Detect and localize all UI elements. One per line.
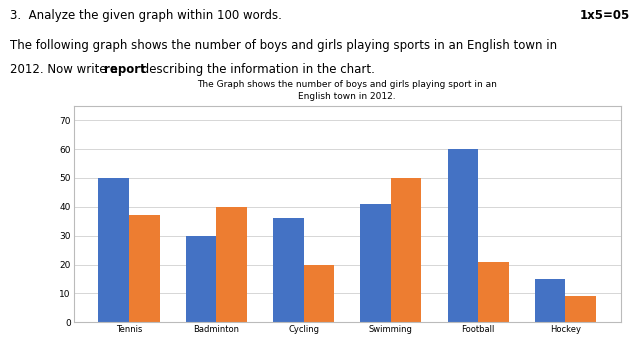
- Bar: [129, 216, 159, 322]
- Bar: [447, 149, 478, 322]
- Bar: [535, 279, 565, 322]
- Bar: [99, 178, 129, 322]
- Bar: [303, 265, 334, 322]
- Title: The Graph shows the number of boys and girls playing sport in an
English town in: The Graph shows the number of boys and g…: [197, 80, 497, 101]
- Bar: [273, 218, 303, 322]
- Text: describing the information in the chart.: describing the information in the chart.: [138, 63, 374, 76]
- Bar: [186, 236, 216, 322]
- Bar: [360, 204, 391, 322]
- Bar: [478, 262, 509, 322]
- Bar: [565, 296, 596, 322]
- Text: 1x5=05: 1x5=05: [580, 9, 630, 21]
- Bar: [216, 207, 247, 322]
- Text: 2012. Now write a: 2012. Now write a: [10, 63, 121, 76]
- Text: 3.  Analyze the given graph within 100 words.: 3. Analyze the given graph within 100 wo…: [10, 9, 282, 21]
- Bar: [391, 178, 421, 322]
- Text: report: report: [104, 63, 146, 76]
- Text: The following graph shows the number of boys and girls playing sports in an Engl: The following graph shows the number of …: [10, 39, 557, 52]
